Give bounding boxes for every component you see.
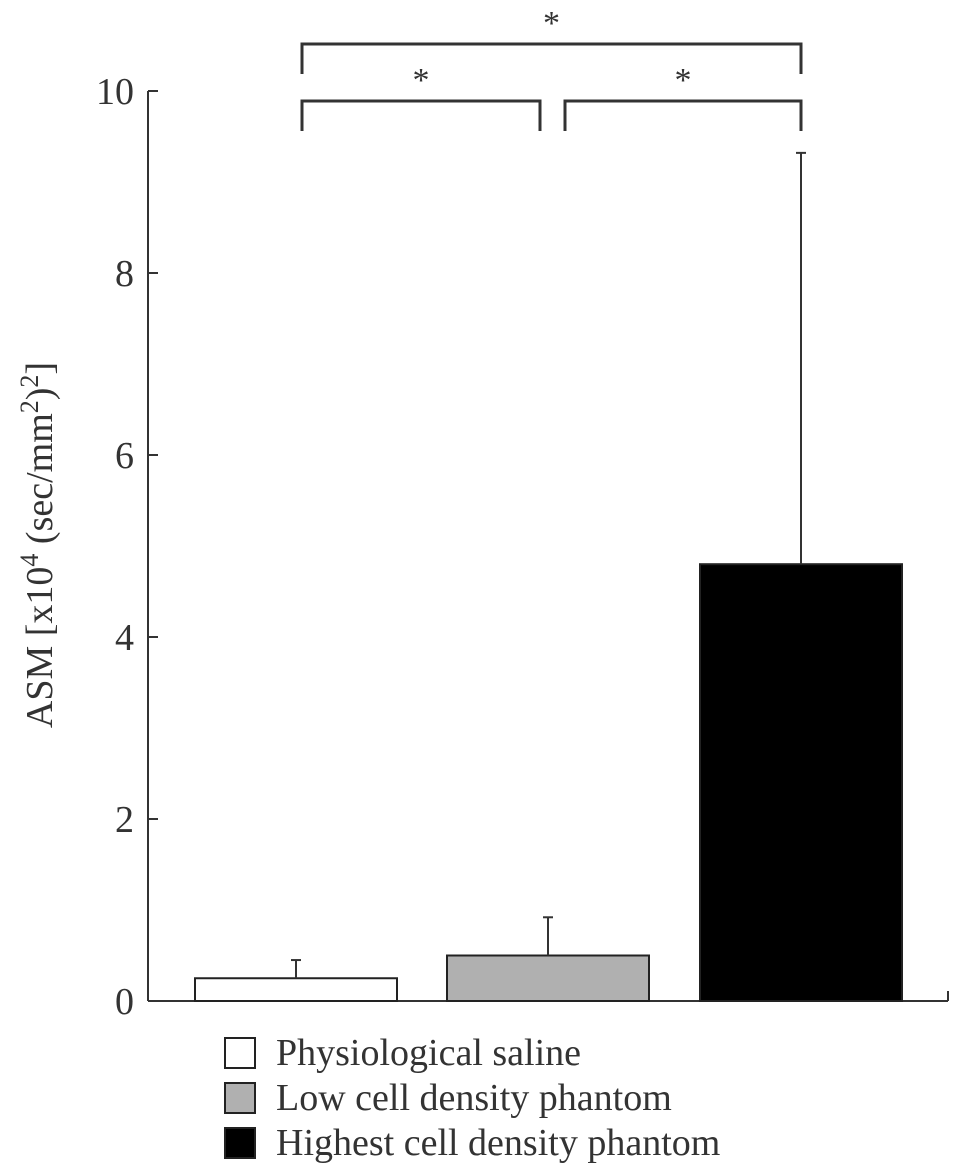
significance-bracket-2	[563, 99, 803, 131]
legend-item: Highest cell density phantom	[224, 1120, 720, 1165]
bar-3	[699, 563, 903, 1002]
legend-item: Physiological saline	[224, 1030, 720, 1075]
y-tick-label: 4	[115, 617, 134, 659]
bar-2	[446, 954, 650, 1002]
significance-bracket-3	[300, 42, 803, 74]
legend-label: Highest cell density phantom	[276, 1121, 721, 1164]
bar-1	[194, 977, 398, 1002]
y-tick-label: 10	[96, 71, 134, 113]
y-tick-label: 2	[115, 799, 134, 841]
significance-bracket-1	[300, 99, 542, 131]
significance-star-3: *	[543, 5, 560, 42]
y-tick-label: 0	[115, 981, 134, 1023]
significance-brackets: * * *	[300, 5, 803, 131]
y-tick-label: 6	[115, 435, 134, 477]
bars	[194, 563, 903, 1002]
significance-star-1: *	[413, 62, 430, 99]
y-tick-label: 8	[115, 253, 134, 295]
legend: Physiological saline Low cell density pha…	[224, 1030, 720, 1165]
legend-label: Physiological saline	[276, 1031, 582, 1074]
legend-swatch	[224, 1126, 256, 1159]
legend-swatch	[224, 1081, 256, 1114]
legend-swatch	[224, 1036, 256, 1069]
error-bars	[291, 151, 806, 979]
y-axis-title: ASM [x104 (sec/mm2)2]	[15, 362, 61, 728]
legend-item: Low cell density phantom	[224, 1075, 720, 1120]
significance-star-2: *	[675, 62, 692, 99]
y-axis: 0 2 4 6 8 10	[96, 71, 158, 1023]
legend-label: Low cell density phantom	[276, 1076, 672, 1119]
